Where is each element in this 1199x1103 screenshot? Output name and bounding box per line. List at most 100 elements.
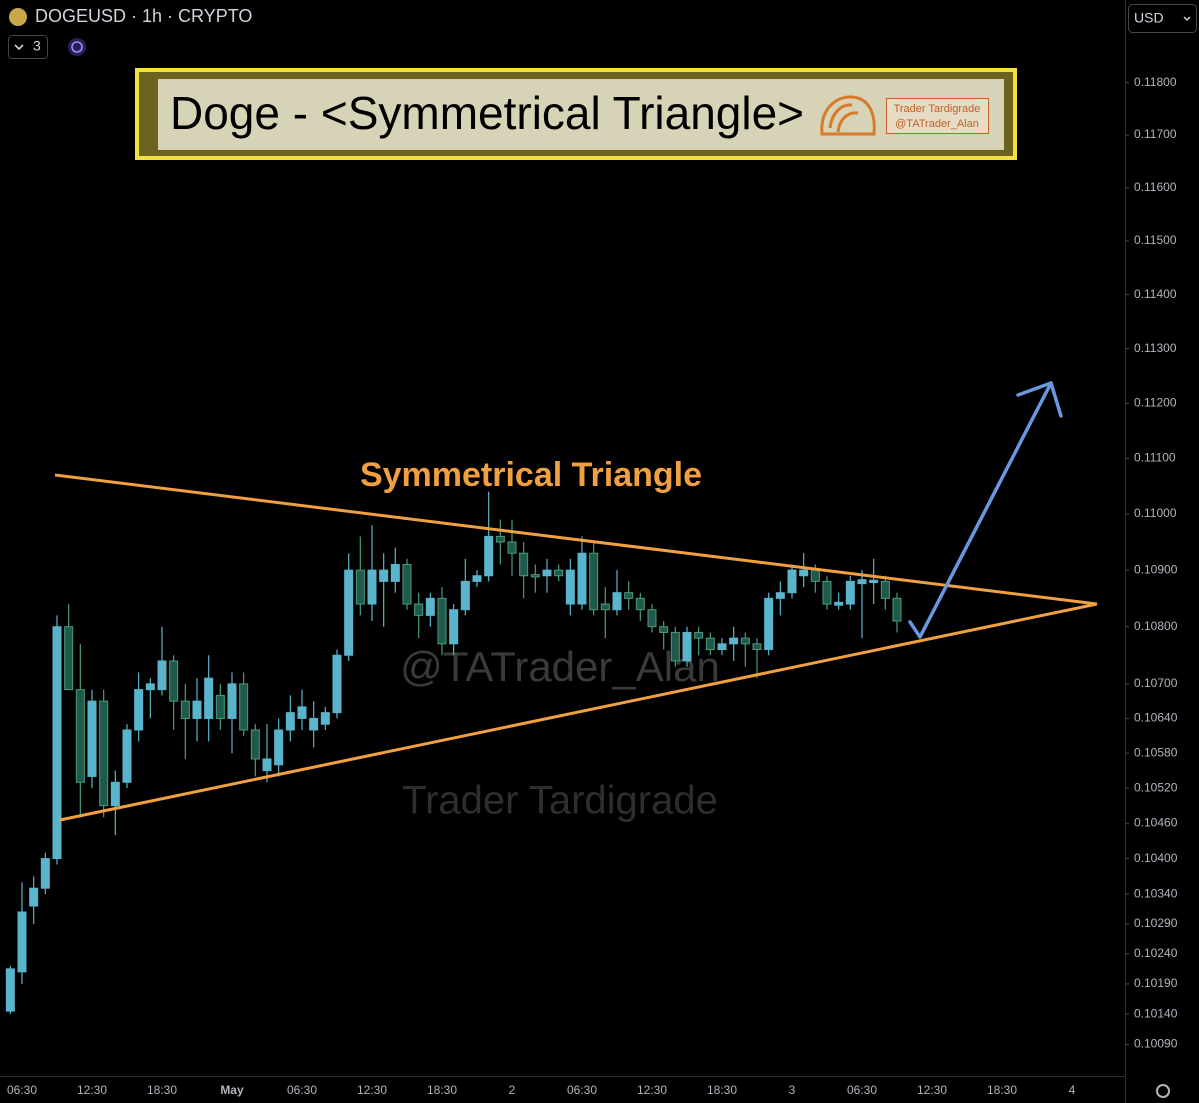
candle-body [145,683,155,691]
candle-body [484,535,494,577]
candle-body [40,858,50,889]
candle-body [519,552,529,577]
candle-body [355,569,365,605]
candle-body [752,643,762,651]
pattern-label: Symmetrical Triangle [360,456,702,494]
candle-body [670,631,680,662]
lower-trendline [59,602,1098,822]
candle-body [87,700,97,777]
y-tick-label: 0.10290 [1134,916,1178,930]
x-tick-label: 06:30 [847,1083,877,1097]
candle-body [799,569,809,577]
coin-icon [9,8,27,26]
candle-body [869,579,879,584]
symbol-label[interactable]: DOGEUSD · 1h · CRYPTO [35,6,252,26]
y-tick-label: 0.11600 [1134,180,1177,194]
watermark: Trader Tardigrade [402,779,718,823]
y-tick-label: 0.10090 [1134,1037,1178,1051]
candle-body [554,569,564,577]
candle-body [29,887,39,907]
candle-body [449,609,459,645]
indicator-toggle[interactable] [8,35,48,59]
candle-body [694,631,704,639]
candle-body [239,683,249,731]
candles [5,491,902,1015]
candle-body [857,579,867,585]
candle-body [169,660,179,702]
candle-body [192,700,202,719]
candle-body [589,552,599,611]
x-tick-label: 12:30 [357,1083,387,1097]
candle-body [215,694,225,719]
sync-icon[interactable] [68,38,86,56]
candle-body [425,597,435,616]
badge-line: @TATrader_Alan [895,118,979,130]
sync-icon-ring [71,41,83,53]
badge-line: Trader Tardigrade [894,103,981,115]
candle-body [612,592,622,611]
candle-body [5,968,15,1012]
candle-body [624,592,634,599]
candle-body [507,541,517,554]
candle-body [64,626,74,691]
y-tick-label: 0.11000 [1134,506,1177,520]
candle-body [437,597,447,645]
y-tick-label: 0.11400 [1134,287,1177,301]
candle-body [635,597,645,611]
badge [886,98,989,134]
y-tick-label: 0.10700 [1134,676,1178,690]
candle-body [764,597,774,651]
candle-body [52,626,62,860]
candle-body [204,677,214,719]
logo [820,95,876,136]
x-tick-label: 06:30 [567,1083,597,1097]
candle-body [344,569,354,656]
x-tick-label: 4 [1069,1083,1076,1097]
candle-body [297,706,307,719]
y-tick-label: 0.10460 [1134,815,1178,829]
title-panel [158,79,1004,150]
candle-body [122,729,132,783]
candle-body [332,654,342,714]
y-tick-label: 0.11500 [1134,233,1177,247]
x-tick-label: 3 [789,1083,796,1097]
candle-body [705,637,715,651]
candle-body [577,552,587,605]
candle-body [460,580,470,611]
x-tick-label: 18:30 [987,1083,1017,1097]
y-tick-label: 0.10900 [1134,562,1178,576]
y-tick-label: 0.10140 [1134,1006,1178,1020]
candle-body [682,631,692,662]
y-tick-label: 0.10240 [1134,946,1178,960]
candle-body [262,758,272,772]
x-tick-label: 12:30 [917,1083,947,1097]
candle-body [740,637,750,645]
x-tick-label: 06:30 [7,1083,37,1097]
candle-body [320,712,330,725]
candle-body [565,569,575,605]
candle-body [367,569,377,605]
candle-body [309,717,319,731]
candle-body [134,689,144,731]
chart-title: Doge - <Symmetrical Triangle> [170,87,804,139]
y-tick-label: 0.10190 [1134,976,1178,990]
y-tick-label: 0.10580 [1134,745,1178,759]
currency-label: USD [1134,10,1164,26]
y-tick-label: 0.11700 [1134,127,1177,141]
candle-body [402,563,412,605]
candle-body [880,580,890,599]
candle-body [472,575,482,582]
candle-body [495,535,505,543]
candle-body [834,601,844,606]
x-tick-label: 18:30 [427,1083,457,1097]
x-tick-label: 18:30 [707,1083,737,1097]
candle-body [379,569,389,582]
settings-icon[interactable] [1156,1084,1170,1098]
candle-body [285,712,295,731]
candle-body [99,700,109,807]
currency-selector[interactable] [1128,4,1197,33]
x-tick-label: May [220,1083,244,1097]
candle-body [227,683,237,719]
y-tick-label: 0.10340 [1134,886,1178,900]
